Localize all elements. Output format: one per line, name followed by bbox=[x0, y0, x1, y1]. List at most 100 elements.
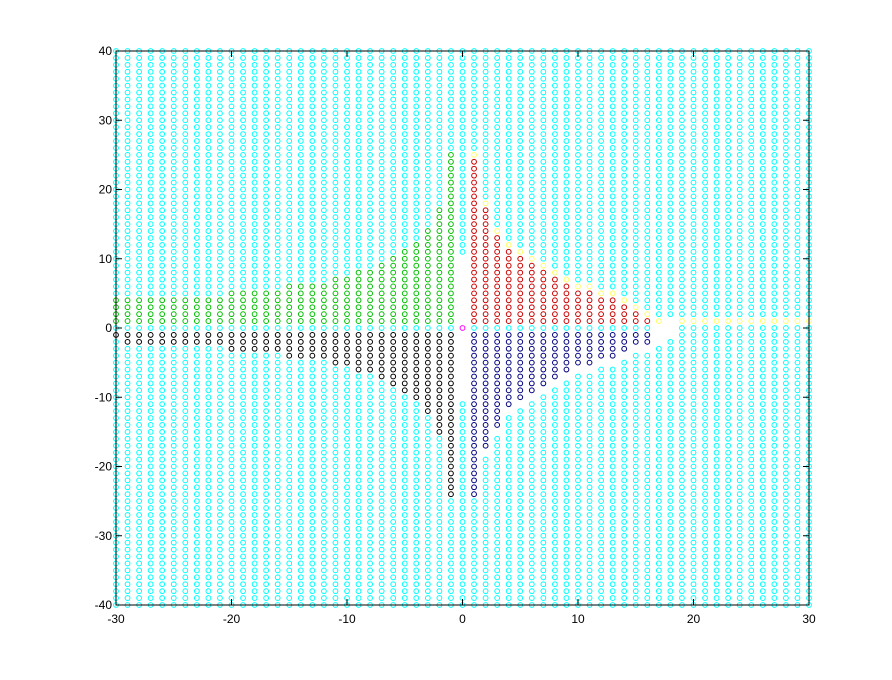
data-point bbox=[401, 200, 408, 207]
data-point bbox=[124, 505, 131, 511]
data-point bbox=[182, 352, 189, 359]
data-point bbox=[448, 525, 454, 532]
data-point bbox=[297, 124, 304, 131]
data-point bbox=[436, 158, 443, 165]
data-point bbox=[228, 553, 235, 560]
data-point bbox=[286, 55, 293, 61]
data-point bbox=[459, 456, 466, 463]
data-point bbox=[367, 470, 374, 477]
data-point bbox=[182, 145, 189, 151]
data-point bbox=[297, 103, 304, 110]
data-point bbox=[321, 332, 327, 338]
data-point bbox=[263, 145, 270, 151]
data-point bbox=[274, 297, 281, 304]
data-point bbox=[205, 242, 212, 248]
data-point bbox=[297, 456, 304, 463]
data-point bbox=[390, 290, 397, 297]
data-point bbox=[159, 145, 166, 151]
data-point bbox=[297, 581, 304, 588]
data-point bbox=[147, 186, 154, 193]
data-point bbox=[251, 366, 258, 373]
data-point bbox=[228, 248, 235, 255]
data-point bbox=[378, 145, 385, 151]
data-point bbox=[378, 532, 385, 539]
data-point bbox=[217, 380, 223, 387]
data-point bbox=[159, 352, 166, 359]
data-point bbox=[217, 96, 223, 103]
data-point bbox=[471, 387, 477, 394]
data-point bbox=[413, 186, 420, 193]
data-point bbox=[413, 394, 420, 401]
data-point bbox=[251, 200, 258, 207]
data-point bbox=[390, 449, 397, 456]
data-point bbox=[286, 387, 293, 394]
data-point bbox=[367, 207, 374, 214]
data-point bbox=[332, 415, 339, 421]
data-point bbox=[274, 422, 281, 428]
data-point bbox=[448, 207, 454, 214]
data-point bbox=[286, 228, 293, 234]
data-point bbox=[448, 449, 454, 456]
data-point bbox=[286, 366, 293, 373]
data-point bbox=[297, 318, 304, 324]
data-point bbox=[170, 595, 177, 601]
data-point bbox=[286, 151, 293, 158]
data-point bbox=[390, 415, 397, 421]
data-point bbox=[459, 422, 466, 428]
data-point bbox=[413, 505, 420, 511]
data-point bbox=[263, 172, 270, 179]
data-point bbox=[401, 82, 408, 89]
data-point bbox=[309, 470, 316, 477]
data-point bbox=[240, 435, 246, 442]
data-point bbox=[401, 415, 408, 421]
data-point bbox=[286, 172, 293, 179]
data-point bbox=[217, 61, 223, 68]
data-point bbox=[355, 408, 362, 415]
data-point bbox=[147, 422, 154, 428]
data-point bbox=[205, 61, 212, 68]
data-point bbox=[332, 401, 339, 408]
data-point bbox=[390, 124, 397, 131]
data-point bbox=[263, 366, 270, 373]
data-point bbox=[274, 290, 281, 297]
data-point bbox=[228, 61, 235, 68]
data-point bbox=[344, 269, 350, 276]
data-point bbox=[217, 165, 223, 172]
data-point bbox=[251, 221, 258, 228]
data-point bbox=[436, 387, 443, 394]
data-point bbox=[240, 242, 246, 248]
data-point bbox=[448, 75, 454, 82]
data-point bbox=[159, 428, 166, 435]
data-point bbox=[436, 560, 443, 567]
data-point bbox=[367, 442, 374, 449]
data-point bbox=[309, 449, 316, 456]
data-point bbox=[401, 235, 408, 241]
data-point bbox=[332, 588, 339, 595]
data-point bbox=[228, 200, 235, 207]
data-point bbox=[147, 525, 154, 532]
data-point bbox=[321, 103, 327, 110]
data-point bbox=[413, 55, 420, 61]
data-point bbox=[321, 172, 327, 179]
data-point bbox=[401, 567, 408, 574]
data-point bbox=[182, 567, 189, 574]
data-point bbox=[355, 595, 362, 601]
data-point bbox=[124, 304, 131, 311]
data-point bbox=[159, 179, 166, 186]
data-point bbox=[182, 200, 189, 207]
data-point bbox=[297, 449, 304, 456]
data-point bbox=[413, 179, 420, 186]
data-point bbox=[263, 567, 270, 574]
data-point bbox=[459, 110, 466, 117]
data-point bbox=[124, 318, 131, 324]
data-point bbox=[263, 449, 270, 456]
data-point bbox=[355, 255, 362, 262]
data-point bbox=[159, 207, 166, 214]
data-point bbox=[424, 117, 431, 124]
data-point bbox=[355, 318, 362, 324]
data-point bbox=[286, 221, 293, 228]
data-point bbox=[274, 186, 281, 193]
data-point bbox=[390, 401, 397, 408]
data-point bbox=[309, 352, 316, 359]
data-point bbox=[147, 519, 154, 525]
